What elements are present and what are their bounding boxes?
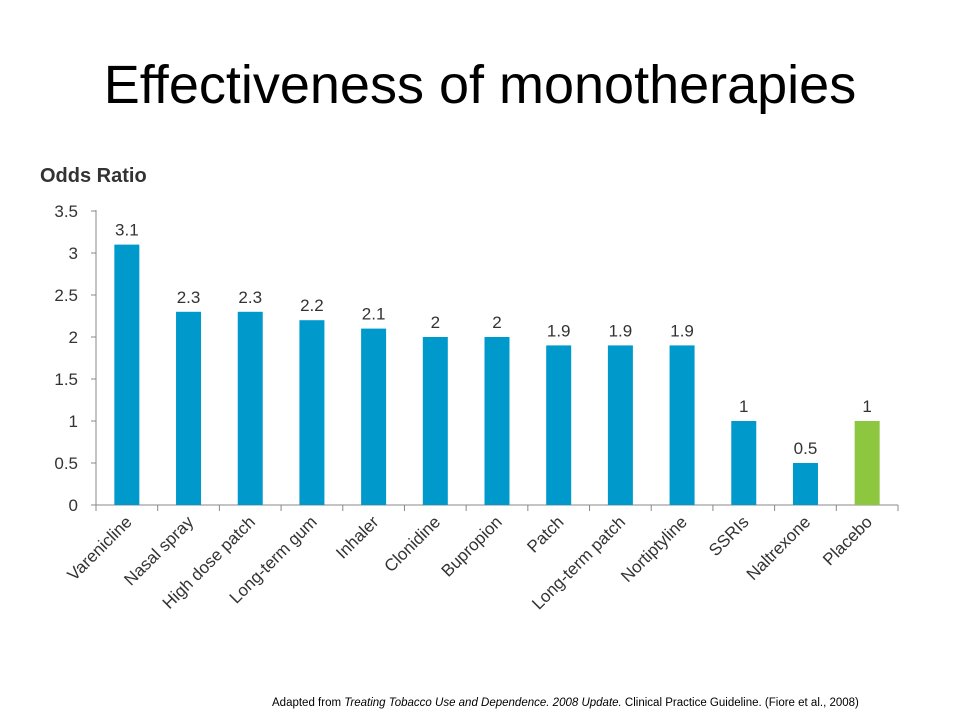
footnote-suffix: Clinical Practice Guideline. (Fiore et a… xyxy=(621,697,859,709)
category-label: Inhaler xyxy=(332,512,382,562)
bar-naltrexone xyxy=(792,463,818,505)
bar-bupropion xyxy=(484,337,510,505)
value-label: 1 xyxy=(739,397,748,416)
value-label: 1.9 xyxy=(609,321,633,340)
y-tick-label: 0 xyxy=(69,496,78,515)
bars xyxy=(114,244,880,505)
y-tick-labels: 0 0.5 1 1.5 2 2.5 3 3.5 xyxy=(54,202,78,515)
y-tick-label: 1.5 xyxy=(54,370,78,389)
bar-varenicline xyxy=(114,244,140,505)
value-label: 2 xyxy=(492,313,501,332)
footnote-source-year: 2008 Update. xyxy=(552,697,622,709)
category-label: Nortiptyline xyxy=(617,512,691,586)
value-label: 2.3 xyxy=(177,288,201,307)
value-label: 2.2 xyxy=(300,296,324,315)
category-label: Placebo xyxy=(819,512,876,569)
value-label: 2 xyxy=(431,313,440,332)
y-tick-label: 3 xyxy=(69,244,78,263)
bar-inhaler xyxy=(361,328,387,505)
value-label: 2.3 xyxy=(238,288,262,307)
y-axis-title: Odds Ratio xyxy=(40,165,147,187)
citation-footnote: Adapted from Treating Tobacco Use and De… xyxy=(272,697,859,709)
value-label: 3.1 xyxy=(115,221,139,240)
category-label: SSRIs xyxy=(705,512,753,560)
category-label: Patch xyxy=(523,512,567,556)
category-label: Bupropion xyxy=(438,512,506,580)
value-label: 1.9 xyxy=(670,321,694,340)
footnote-source-title: Treating Tobacco Use and Dependence. xyxy=(344,697,550,709)
bar-ssris xyxy=(731,421,757,505)
bar-long-term-patch xyxy=(607,345,633,505)
bar-placebo xyxy=(854,421,880,505)
bar-patch xyxy=(546,345,572,505)
footnote-prefix: Adapted from xyxy=(272,697,345,709)
category-label: Naltrexone xyxy=(743,512,815,584)
y-tick-label: 2 xyxy=(69,328,78,347)
value-label: 1.9 xyxy=(547,321,571,340)
category-label: Clonidine xyxy=(381,512,445,576)
slide-title: Effectiveness of monotherapies xyxy=(103,55,857,115)
bar-clonidine xyxy=(422,337,448,505)
value-label: 1 xyxy=(862,397,871,416)
y-tick-label: 2.5 xyxy=(54,286,78,305)
value-labels: 3.1 2.3 2.3 2.2 2.1 2 2 1.9 1.9 1.9 1 0.5 1 xyxy=(115,221,872,458)
y-tick-label: 3.5 xyxy=(54,202,78,221)
bar-nasal-spray xyxy=(176,311,202,505)
y-tick-label: 0.5 xyxy=(54,454,78,473)
odds-ratio-bar-chart: Odds Ratio 0 0.5 1 1.5 2 2.5 3 3.5 3.1 2.3 2.3 2.2… xyxy=(40,165,899,613)
y-tick-label: 1 xyxy=(69,412,78,431)
value-label: 2.1 xyxy=(362,305,386,324)
bar-nortiptyline xyxy=(669,345,695,505)
bar-high-dose-patch xyxy=(237,311,263,505)
value-label: 0.5 xyxy=(794,439,818,458)
bar-long-term-gum xyxy=(299,320,325,505)
